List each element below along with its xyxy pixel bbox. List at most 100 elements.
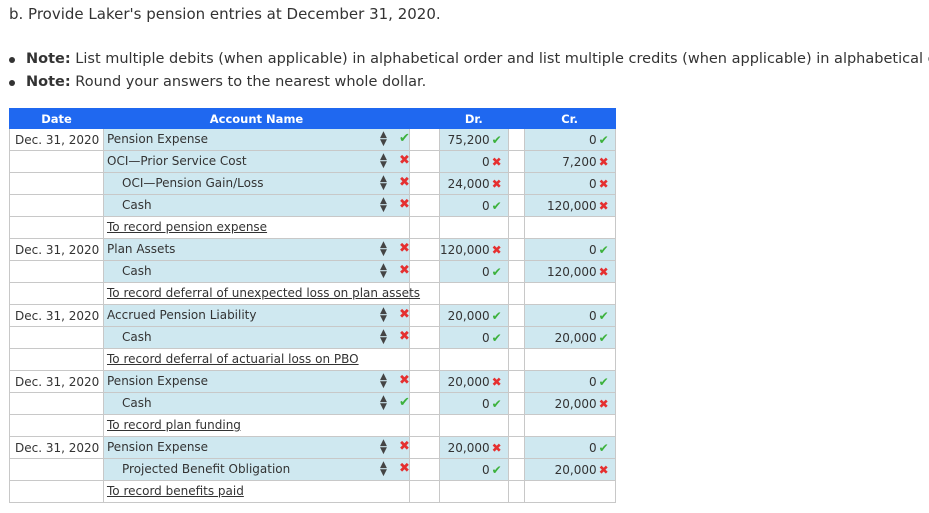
debit-input[interactable]: 0 ✔ xyxy=(439,260,509,283)
cross-icon: ✖ xyxy=(491,154,502,169)
debit-value: 0 xyxy=(481,396,490,411)
account-select[interactable]: Projected Benefit Obligation ▲ ▼ ✖ xyxy=(103,458,410,481)
account-select[interactable]: OCI—Pension Gain/Loss ▲ ▼ ✖ xyxy=(103,172,410,195)
account-name: Projected Benefit Obligation xyxy=(122,462,291,476)
credit-input[interactable]: 0 ✖ xyxy=(523,172,616,195)
dr-blank xyxy=(439,216,509,239)
account-select[interactable]: OCI—Prior Service Cost ▲ ▼ ✖ xyxy=(103,150,410,173)
cross-icon: ✖ xyxy=(598,462,609,477)
date-cell: Dec. 31, 2020 xyxy=(9,238,104,261)
updown-arrows-icon[interactable]: ▲ ▼ xyxy=(380,328,387,346)
updown-arrows-icon[interactable]: ▲ ▼ xyxy=(380,130,387,148)
updown-arrows-icon[interactable]: ▲ ▼ xyxy=(380,174,387,192)
credit-value: 7,200 xyxy=(562,154,597,169)
account-select[interactable]: Cash ▲ ▼ ✖ xyxy=(103,194,410,217)
debit-input[interactable]: 20,000 ✔ xyxy=(439,304,509,327)
debit-input[interactable]: 0 ✔ xyxy=(439,326,509,349)
updown-arrows-icon[interactable]: ▲ ▼ xyxy=(380,196,387,214)
debit-input[interactable]: 24,000 ✖ xyxy=(439,172,509,195)
credit-input[interactable]: 20,000 ✖ xyxy=(523,392,616,415)
credit-input[interactable]: 120,000 ✖ xyxy=(523,260,616,283)
debit-input[interactable]: 0 ✔ xyxy=(439,194,509,217)
updown-arrows-icon[interactable]: ▲ ▼ xyxy=(380,372,387,390)
date-cell xyxy=(9,260,104,283)
dr-blank xyxy=(439,282,509,305)
debit-input[interactable]: 75,200 ✔ xyxy=(439,128,509,151)
memo-cell[interactable]: To record deferral of unexpected loss on… xyxy=(103,282,420,305)
cross-icon: ✖ xyxy=(399,439,410,454)
note-text: List multiple debits (when applicable) i… xyxy=(70,51,929,67)
gap-cell xyxy=(507,150,525,173)
updown-arrows-icon[interactable]: ▲ ▼ xyxy=(380,240,387,258)
gap-cell xyxy=(409,150,440,173)
credit-input[interactable]: 0 ✔ xyxy=(523,238,616,261)
memo-cell[interactable]: To record deferral of actuarial loss on … xyxy=(103,348,410,371)
updown-arrows-icon[interactable]: ▲ ▼ xyxy=(380,460,387,478)
credit-input[interactable]: 0 ✔ xyxy=(523,128,616,151)
dr-blank xyxy=(439,414,509,437)
check-icon: ✔ xyxy=(399,395,410,410)
date-cell xyxy=(9,172,104,195)
updown-arrows-icon[interactable]: ▲ ▼ xyxy=(380,262,387,280)
credit-value: 20,000 xyxy=(554,330,597,345)
updown-arrows-icon[interactable]: ▲ ▼ xyxy=(380,394,387,412)
date-cell: Dec. 31, 2020 xyxy=(9,304,104,327)
account-name: Cash xyxy=(122,330,152,344)
header-account: Account Name xyxy=(103,108,410,129)
cross-icon: ✖ xyxy=(399,307,410,322)
credit-input[interactable]: 0 ✔ xyxy=(523,304,616,327)
credit-input[interactable]: 20,000 ✖ xyxy=(523,458,616,481)
debit-input[interactable]: 0 ✔ xyxy=(439,392,509,415)
cr-blank xyxy=(523,216,616,239)
dr-blank xyxy=(439,348,509,371)
cross-icon: ✖ xyxy=(598,176,609,191)
date-cell xyxy=(9,216,104,239)
debit-input[interactable]: 120,000 ✖ xyxy=(439,238,509,261)
credit-input[interactable]: 7,200 ✖ xyxy=(523,150,616,173)
date-cell xyxy=(9,150,104,173)
memo-cell[interactable]: To record plan funding xyxy=(103,414,410,437)
account-select[interactable]: Cash ▲ ▼ ✖ xyxy=(103,260,410,283)
date-cell xyxy=(9,414,104,437)
debit-value: 0 xyxy=(481,330,490,345)
memo-cell[interactable]: To record pension expense xyxy=(103,216,410,239)
credit-input[interactable]: 120,000 ✖ xyxy=(523,194,616,217)
cross-icon: ✖ xyxy=(399,175,410,190)
updown-arrows-icon[interactable]: ▲ ▼ xyxy=(380,438,387,456)
memo-cell[interactable]: To record benefits paid xyxy=(103,480,410,503)
account-select[interactable]: Pension Expense ▲ ▼ ✔ xyxy=(103,128,410,151)
entry-row: Cash ▲ ▼ ✖ 0 ✔ 20,000 ✔ xyxy=(9,326,616,349)
debit-value: 24,000 xyxy=(447,176,490,191)
memo-row: To record benefits paid xyxy=(9,480,616,503)
credit-input[interactable]: 20,000 ✔ xyxy=(523,326,616,349)
gap-cell xyxy=(507,392,525,415)
gap-cell xyxy=(507,348,525,371)
memo-text: To record deferral of unexpected loss on… xyxy=(107,286,421,300)
debit-input[interactable]: 20,000 ✖ xyxy=(439,370,509,393)
credit-input[interactable]: 0 ✔ xyxy=(523,370,616,393)
updown-arrows-icon[interactable]: ▲ ▼ xyxy=(380,306,387,324)
date-cell xyxy=(9,348,104,371)
debit-input[interactable]: 0 ✔ xyxy=(439,458,509,481)
gap-cell xyxy=(409,414,440,437)
date-cell xyxy=(9,282,104,305)
gap-cell xyxy=(409,128,440,151)
account-select[interactable]: Cash ▲ ▼ ✖ xyxy=(103,326,410,349)
debit-input[interactable]: 20,000 ✖ xyxy=(439,436,509,459)
account-select[interactable]: Plan Assets ▲ ▼ ✖ xyxy=(103,238,410,261)
account-select[interactable]: Pension Expense ▲ ▼ ✖ xyxy=(103,370,410,393)
cr-blank xyxy=(523,282,616,305)
cross-icon: ✖ xyxy=(399,329,410,344)
account-name: Plan Assets xyxy=(107,242,176,256)
account-select[interactable]: Pension Expense ▲ ▼ ✖ xyxy=(103,436,410,459)
debit-value: 0 xyxy=(481,264,490,279)
gap-cell xyxy=(409,304,440,327)
bullet-icon xyxy=(9,80,15,86)
journal-body: Dec. 31, 2020 Pension Expense ▲ ▼ ✔ 75,200 ✔ 0 ✔… xyxy=(9,128,616,503)
account-select[interactable]: Accrued Pension Liability ▲ ▼ ✖ xyxy=(103,304,410,327)
account-select[interactable]: Cash ▲ ▼ ✔ xyxy=(103,392,410,415)
debit-input[interactable]: 0 ✖ xyxy=(439,150,509,173)
memo-text: To record benefits paid xyxy=(107,484,244,498)
credit-input[interactable]: 0 ✔ xyxy=(523,436,616,459)
updown-arrows-icon[interactable]: ▲ ▼ xyxy=(380,152,387,170)
